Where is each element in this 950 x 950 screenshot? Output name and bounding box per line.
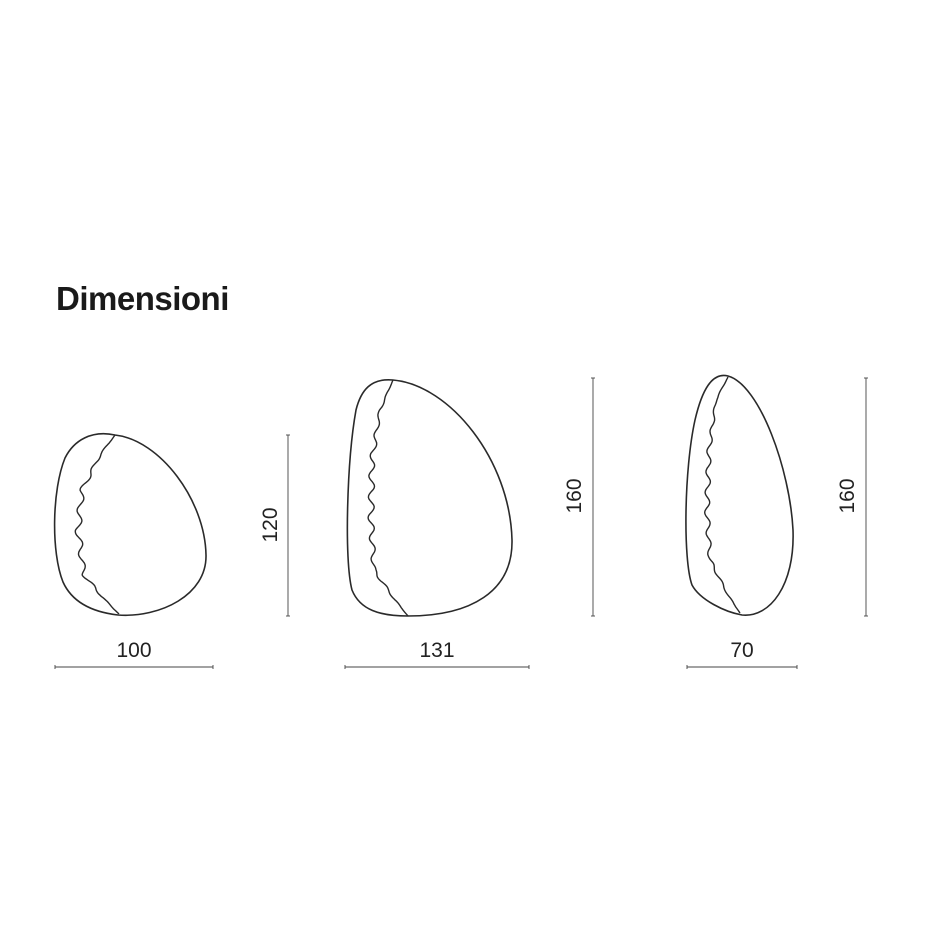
mirror-edge-line bbox=[703, 376, 741, 614]
mirror-outline bbox=[685, 374, 794, 616]
height-label: 120 bbox=[259, 507, 282, 542]
mirror-narrow: 70 160 bbox=[685, 374, 867, 668]
mirror-outline bbox=[346, 379, 513, 617]
width-label: 131 bbox=[419, 639, 454, 662]
dimension-ticks bbox=[54, 377, 868, 669]
page-title: Dimensioni bbox=[56, 280, 229, 317]
mirror-edge-line bbox=[367, 379, 409, 617]
width-label: 70 bbox=[730, 639, 753, 662]
height-label: 160 bbox=[563, 478, 586, 513]
mirror-edge-line bbox=[74, 434, 120, 615]
mirror-small: 100 120 bbox=[53, 433, 289, 668]
width-label: 100 bbox=[116, 639, 151, 662]
mirror-outline bbox=[53, 433, 207, 617]
height-label: 160 bbox=[836, 478, 859, 513]
mirror-large: 131 160 bbox=[345, 378, 594, 668]
